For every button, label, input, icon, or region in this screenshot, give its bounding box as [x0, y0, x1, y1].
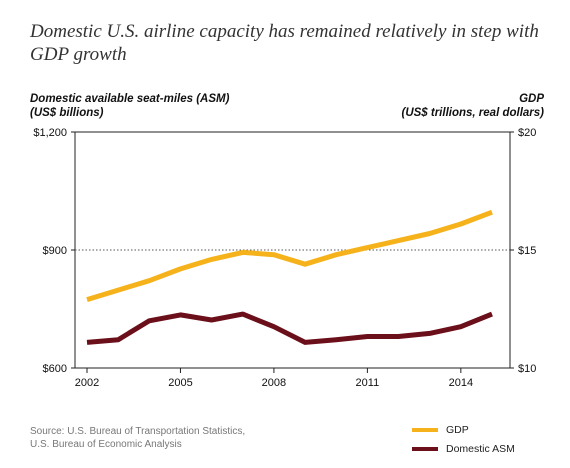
left-y-tick-label: $1,200	[33, 127, 67, 139]
x-tick-label: 2005	[168, 377, 192, 389]
chart-title: Domestic U.S. airline capacity has remai…	[30, 21, 539, 65]
right-y-tick-label: $20	[518, 127, 536, 139]
legend-item-gdp: GDP	[412, 420, 515, 439]
left-y-tick-label: $900	[43, 245, 67, 257]
right-axis-title-line2: (US$ trillions, real dollars)	[401, 107, 544, 119]
asm-series-line	[86, 311, 493, 345]
x-tick-label: 2014	[449, 377, 473, 389]
legend: GDP Domestic ASM	[412, 420, 515, 458]
right-y-tick-label: $10	[518, 363, 536, 375]
legend-swatch-gdp	[412, 427, 438, 432]
x-tick-label: 2008	[262, 377, 286, 389]
left-axis-title: Domestic available seat-miles (ASM) (US$…	[30, 92, 229, 120]
source-line2: U.S. Bureau of Economic Analysis	[30, 439, 182, 450]
source-note: Source: U.S. Bureau of Transportation St…	[30, 425, 245, 451]
left-axis-title-line1: Domestic available seat-miles (ASM)	[30, 93, 230, 105]
legend-label-gdp: GDP	[446, 423, 469, 436]
x-tick-label: 2011	[356, 377, 380, 389]
legend-swatch-asm	[412, 446, 438, 451]
right-axis-title: GDP (US$ trillions, real dollars)	[401, 92, 544, 120]
source-line1: Source: U.S. Bureau of Transportation St…	[30, 426, 246, 437]
left-y-tick-label: $600	[43, 363, 67, 375]
gdp-series-line	[86, 209, 493, 302]
right-axis-title-line1: GDP	[519, 93, 544, 105]
legend-item-asm: Domestic ASM	[412, 439, 515, 458]
right-y-tick-label: $15	[518, 245, 536, 257]
left-axis-title-line2: (US$ billions)	[30, 107, 104, 119]
legend-label-asm: Domestic ASM	[446, 442, 515, 455]
x-tick-label: 2002	[75, 377, 99, 389]
